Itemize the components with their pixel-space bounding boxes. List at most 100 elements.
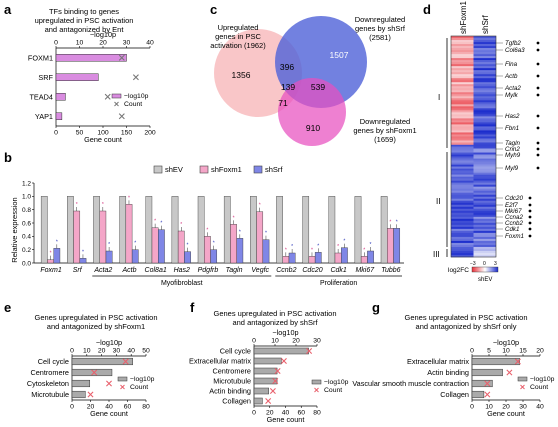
gene-label: Cdk1: [505, 226, 519, 233]
heatmap-cell: [473, 122, 496, 125]
heatmap-cell: [451, 96, 474, 99]
top-axis-label: −log10p: [272, 328, 298, 337]
heatmap-cell: [451, 198, 474, 202]
heatmap-cell: [473, 220, 496, 224]
heatmap-cell: [473, 204, 496, 208]
heatmap-cell: [451, 152, 474, 155]
gene-marker-dot: [536, 141, 540, 145]
heatmap-cell: [451, 66, 474, 69]
expression-bar: [236, 238, 244, 264]
heatmap-cell: [451, 232, 474, 236]
heatmap-cell: [473, 144, 496, 147]
significance-mark: *: [128, 195, 130, 201]
gene-tick-label: Mki67: [355, 267, 375, 274]
legend-swatch-shev: [153, 165, 163, 174]
top-tick-label: 10: [271, 338, 279, 345]
legend-bar-swatch: [517, 376, 528, 382]
heatmap-cell: [473, 138, 496, 141]
panel-label-b: b: [4, 150, 12, 165]
heatmap-cell: [473, 74, 496, 77]
heatmap-cell: [473, 36, 496, 39]
heatmap-cell: [473, 224, 496, 228]
heatmap-cell: [473, 254, 496, 258]
panel-a-title: TFs binding to genes upregulated in PSC …: [35, 7, 134, 34]
bottom-tick-label: 150: [121, 130, 133, 137]
heatmap-cell: [473, 86, 496, 89]
expression-bar: [276, 196, 283, 264]
heatmap-cell: [451, 196, 474, 200]
cluster-label: II: [436, 197, 440, 206]
expression-bar: [73, 210, 81, 264]
heatmap-cell: [473, 212, 496, 216]
expression-bar: [282, 256, 290, 264]
heatmap-cell: [473, 134, 496, 137]
significance-mark: *: [239, 229, 241, 235]
venn-label-upregulated: activation (1962): [210, 41, 266, 50]
expression-bar: [47, 259, 54, 264]
legend-marker-swatch: [314, 387, 319, 393]
heatmap-cell: [451, 190, 474, 194]
top-tick-label: 30: [313, 338, 321, 345]
expression-bar: [125, 204, 133, 264]
y-tick-label: 1.0: [22, 194, 31, 201]
heatmap-cell: [451, 114, 474, 117]
heatmap-cell: [473, 98, 496, 101]
heatmap-cell: [451, 250, 474, 254]
legend-label: −log10p: [324, 379, 349, 386]
expression-bar: [354, 196, 362, 264]
expression-bar: [105, 250, 113, 264]
heatmap-cell: [473, 76, 496, 79]
venn-label-upregulated: genes in PSC: [215, 32, 261, 41]
heatmap-cell: [473, 164, 496, 167]
heatmap-cell: [473, 190, 496, 194]
heatmap-cell: [451, 102, 474, 105]
top-axis-label: −log10p: [90, 30, 116, 39]
heatmap-cell: [473, 152, 496, 155]
gene-tick-label: Foxm1: [40, 267, 62, 274]
log-p-bar: [55, 93, 66, 101]
heatmap-cell: [473, 186, 496, 189]
heatmap-cell: [473, 108, 496, 111]
heatmap-cell: [451, 88, 474, 91]
log-p-bar: [55, 73, 99, 81]
gene-tick-label: Cdk1: [330, 267, 346, 274]
heatmap-cell: [473, 170, 496, 173]
heatmap-cell: [473, 218, 496, 222]
legend-label-shsrf: shSrf: [265, 165, 283, 174]
heatmap-cell: [451, 126, 474, 129]
top-tick-label: 50: [142, 348, 150, 355]
panel-b-ylabel: Relative expression: [10, 197, 19, 262]
heatmap-cell: [473, 116, 496, 119]
venn-count-up-and-srf: 396: [280, 62, 294, 72]
venn-label-shfoxm1: (1659): [374, 135, 396, 144]
heatmap-cell: [473, 96, 496, 99]
heatmap-cell: [473, 162, 496, 165]
category-label: TEAD4: [29, 92, 53, 101]
gene-marker-dot: [536, 86, 540, 90]
count-marker: [106, 380, 112, 387]
y-tick-label: 1.2: [22, 180, 31, 187]
heatmap-cell: [451, 46, 474, 49]
significance-mark: *: [291, 244, 293, 250]
heatmap-cell: [473, 174, 496, 177]
bottom-tick-label: 40: [105, 404, 113, 411]
category-label: Actin binding: [427, 368, 469, 377]
heatmap-cell: [451, 62, 474, 65]
top-tick-label: 5: [487, 348, 491, 355]
top-tick-label: 0: [252, 338, 256, 345]
y-tick-label: 0.8: [22, 207, 31, 214]
significance-mark: *: [337, 244, 339, 250]
top-tick-label: 10: [83, 348, 91, 355]
heatmap-cell: [451, 82, 474, 85]
gene-marker-dot: [528, 215, 532, 219]
heatmap-cell: [451, 170, 474, 173]
heatmap-cell: [473, 230, 496, 234]
count-marker: [122, 358, 129, 365]
heatmap-cell: [451, 200, 474, 204]
gene-label: Mylk: [505, 92, 519, 99]
heatmap-cell: [473, 118, 496, 121]
heatmap-cell: [451, 222, 474, 226]
heatmap-cell: [451, 112, 474, 115]
heatmap-cell: [473, 156, 496, 159]
legend-marker-swatch: [114, 101, 119, 107]
